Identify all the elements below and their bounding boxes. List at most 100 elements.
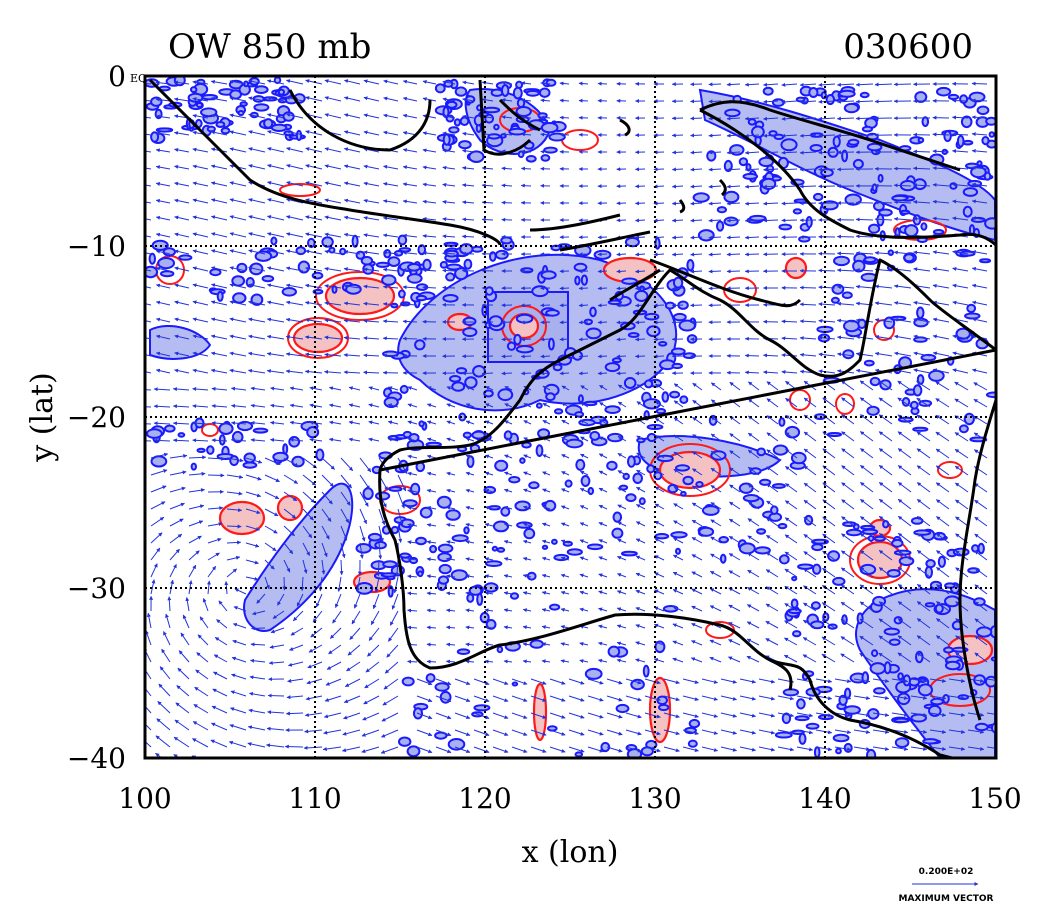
negative-contour-blob [399,518,415,529]
negative-contour-blob [902,674,911,687]
negative-contour-blob [627,332,640,338]
negative-contour-blob [738,542,756,555]
negative-contour-blob [237,110,245,116]
x-tick-label-110: 110 [288,782,341,815]
negative-contour-blob [959,94,969,104]
negative-contour-blob [511,681,519,687]
negative-contour-blob [792,208,803,215]
negative-contour-blob [381,274,397,286]
negative-contour-blob [943,130,952,143]
negative-contour-blob [962,205,973,218]
negative-contour-blob [729,144,745,156]
negative-contour-blob [642,398,661,410]
negative-contour-blob [190,462,198,471]
negative-contour-blob [962,139,974,146]
negative-contour-blob [977,542,985,555]
negative-contour-blob [899,209,911,215]
negative-contour-blob [517,150,525,159]
wind-vector [744,252,760,257]
wind-vector [520,149,532,154]
negative-contour-blob [415,536,427,546]
negative-contour-blob [270,123,288,133]
wind-vector [855,217,874,222]
negative-contour-blob [805,722,820,730]
negative-contour-blob [644,312,660,321]
wind-vector [799,184,817,189]
negative-contour-blob [508,127,527,136]
negative-contour-blob [847,138,860,146]
wind-vector [481,354,494,359]
negative-contour-blob [509,592,520,600]
wind-vector [930,764,946,766]
negative-contour-blob [832,576,846,586]
wind-vector [702,764,718,768]
negative-contour-blob [540,154,551,162]
negative-contour-blob [682,352,697,360]
negative-region-west [149,325,212,360]
negative-contour-blob [497,388,514,402]
negative-contour-blob [723,190,740,204]
negative-contour-blob [944,595,961,608]
wind-vector [708,252,722,257]
wind-vector [597,286,608,291]
positive-region-8 [784,256,808,280]
negative-contour-blob [593,249,612,260]
wind-vector [873,764,889,767]
wind-vector [520,320,532,325]
negative-contour-blob [778,554,790,565]
negative-contour-blob [671,362,683,370]
negative-contour-blob [589,306,597,318]
negative-contour-blob [436,495,452,509]
wind-vector [836,251,855,256]
negative-contour-blob [748,214,767,222]
wind-vector [671,303,684,308]
negative-contour-blob [866,748,877,758]
negative-contour-blob [625,493,637,503]
wind-vector [540,371,551,376]
negative-contour-blob [464,376,478,389]
negative-contour-blob [218,422,234,436]
negative-contour-blob [515,106,532,117]
negative-contour-blob [187,92,204,103]
negative-contour-blob [944,660,961,671]
negative-contour-blob [220,127,231,135]
negative-contour-blob [695,481,704,488]
negative-contour-blob [932,229,945,235]
wind-vector [616,337,627,342]
negative-contour-blob [873,535,886,542]
negative-contour-blob [508,476,521,484]
wind-vector [501,200,513,205]
negative-contour-blob [146,428,163,439]
negative-contour-blob [810,620,825,630]
wind-vector [578,354,589,359]
negative-contour-blob [288,436,301,448]
wind-vector [744,370,760,375]
negative-contour-blob [805,216,813,229]
negative-contour-blob [966,303,977,314]
negative-contour-blob [540,122,559,134]
negative-contour-blob [825,94,835,105]
negative-contour-blob [930,697,944,706]
negative-contour-blob [976,105,990,116]
negative-contour-blob [790,451,807,465]
negative-contour-blob [512,86,523,100]
negative-contour-blob [842,349,855,360]
title-right: 030600 [843,27,973,67]
wind-vector [708,99,722,104]
negative-contour-blob [869,662,886,675]
negative-contour-blob [282,111,295,122]
wind-vector [540,132,551,137]
negative-contour-blob [719,553,727,564]
negative-contour-blob [833,255,850,267]
wind-vector [874,200,893,205]
negative-contour-blob [797,563,814,570]
legend-vector-magnitude: 0.200E+02 [919,867,974,877]
negative-contour-blob [654,533,670,540]
negative-contour-blob [975,626,993,638]
wind-vector [402,319,418,324]
negative-contour-blob [912,426,929,432]
wind-vector [426,659,437,664]
wind-vector [597,371,608,376]
vector-legend: 0.200E+02 MAXIMUM VECTOR [898,867,993,904]
wind-vector [726,252,741,257]
